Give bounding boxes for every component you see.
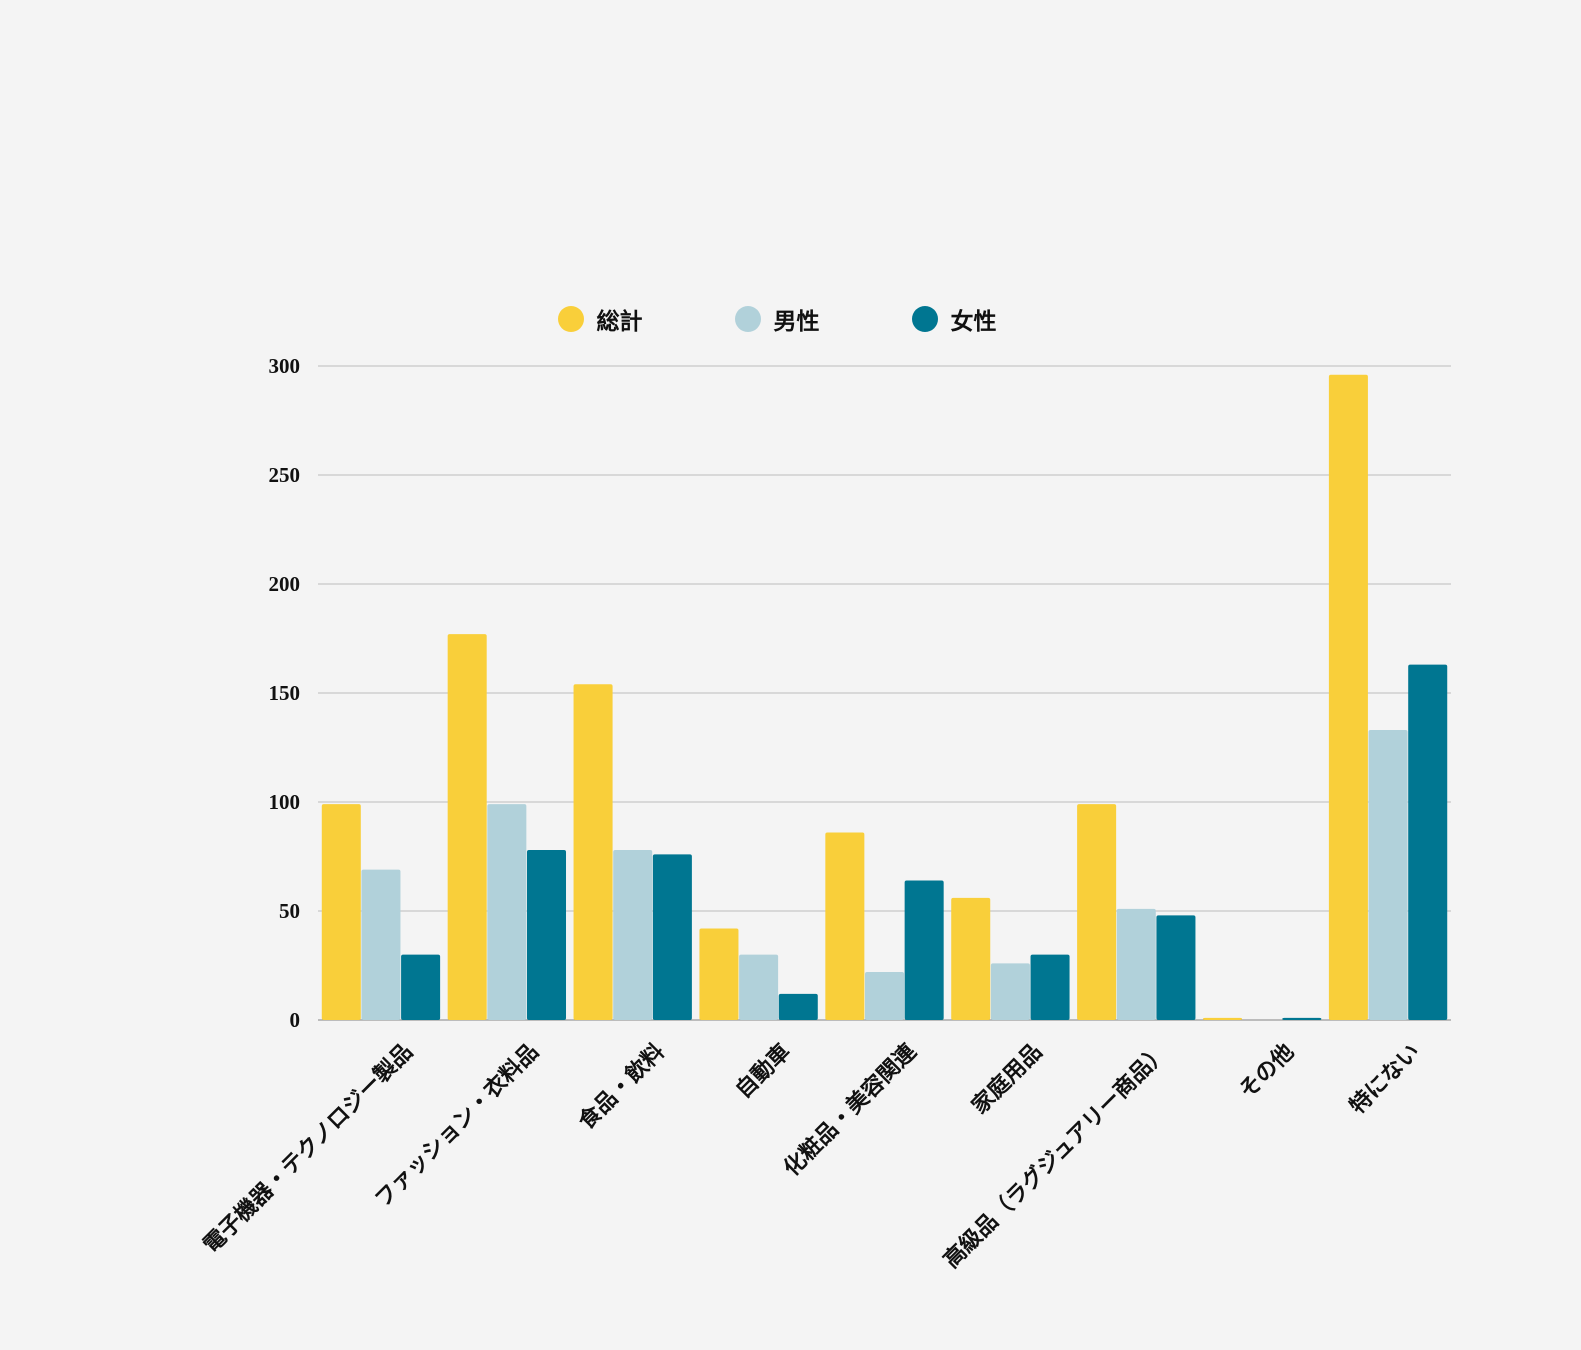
y-tick-label: 0	[290, 1008, 301, 1032]
bar-total-8[interactable]	[1328, 374, 1368, 1021]
x-axis: 電子機器・テクノロジー製品ファッション・衣料品 食品・飲料 自動車化粧品・美容関連家…	[198, 1038, 1425, 1273]
bar-total-1[interactable]	[447, 634, 487, 1020]
legend-label-total: 総計	[596, 309, 643, 335]
x-tick-label: 化粧品・美容関連	[779, 1038, 923, 1182]
legend-swatch-male	[734, 306, 761, 332]
bar-male-2[interactable]	[613, 849, 653, 1020]
y-tick-label: 250	[269, 463, 301, 487]
bar-total-5[interactable]	[951, 897, 991, 1020]
chart-legend: 総計 男性 女性	[0, 302, 1581, 336]
bar-male-8[interactable]	[1368, 730, 1408, 1020]
bar-total-4[interactable]	[825, 832, 865, 1020]
bar-female-2[interactable]	[652, 854, 692, 1020]
bar-total-2[interactable]	[573, 684, 613, 1020]
bar-male-3[interactable]	[739, 954, 779, 1020]
bar-total-3[interactable]	[699, 928, 739, 1020]
bar-female-0[interactable]	[401, 954, 441, 1020]
bar-male-0[interactable]	[361, 869, 401, 1020]
bar-female-5[interactable]	[1030, 954, 1070, 1020]
bar-male-4[interactable]	[864, 972, 905, 1020]
x-tick-label: 電子機器・テクノロジー製品	[198, 1039, 418, 1259]
y-axis: 0 50 100 150 200 250 300	[269, 354, 301, 1032]
x-tick-label: その他	[1235, 1039, 1299, 1103]
y-tick-label: 200	[269, 572, 301, 596]
legend-label-male: 男性	[773, 309, 820, 335]
bar-female-4[interactable]	[904, 880, 944, 1020]
legend-swatch-total	[557, 306, 584, 332]
bar-total-6[interactable]	[1077, 804, 1117, 1020]
legend-item-total[interactable]: 総計	[557, 302, 643, 336]
legend-item-male[interactable]: 男性	[670, 302, 820, 336]
y-tick-label: 300	[269, 354, 301, 378]
bar-female-6[interactable]	[1156, 915, 1196, 1020]
x-tick-label: 食品・飲料	[574, 1039, 670, 1135]
y-tick-label: 50	[279, 899, 300, 923]
bar-female-7[interactable]	[1282, 1017, 1322, 1020]
bar-female-8[interactable]	[1408, 664, 1448, 1020]
x-tick-label: 自動車	[731, 1039, 796, 1104]
bar-total-0[interactable]	[321, 804, 361, 1020]
bar-female-3[interactable]	[778, 993, 818, 1020]
legend-label-female: 女性	[950, 309, 997, 335]
y-tick-label: 100	[269, 790, 301, 814]
bar-male-6[interactable]	[1116, 908, 1156, 1020]
bar-male-1[interactable]	[487, 804, 527, 1020]
legend-item-female[interactable]: 女性	[847, 302, 997, 336]
bar-total-7[interactable]	[1203, 1017, 1243, 1020]
legend-swatch-female	[911, 306, 938, 332]
x-tick-label: 家庭用品	[967, 1039, 1048, 1120]
bar-male-5[interactable]	[990, 963, 1030, 1020]
x-tick-label: 特にない	[1344, 1039, 1425, 1120]
x-tick-label: 高級品（ラグジュアリー商品）	[938, 1039, 1173, 1274]
chart-bars	[321, 374, 1448, 1021]
y-tick-label: 150	[269, 681, 301, 705]
bar-female-1[interactable]	[526, 849, 567, 1020]
